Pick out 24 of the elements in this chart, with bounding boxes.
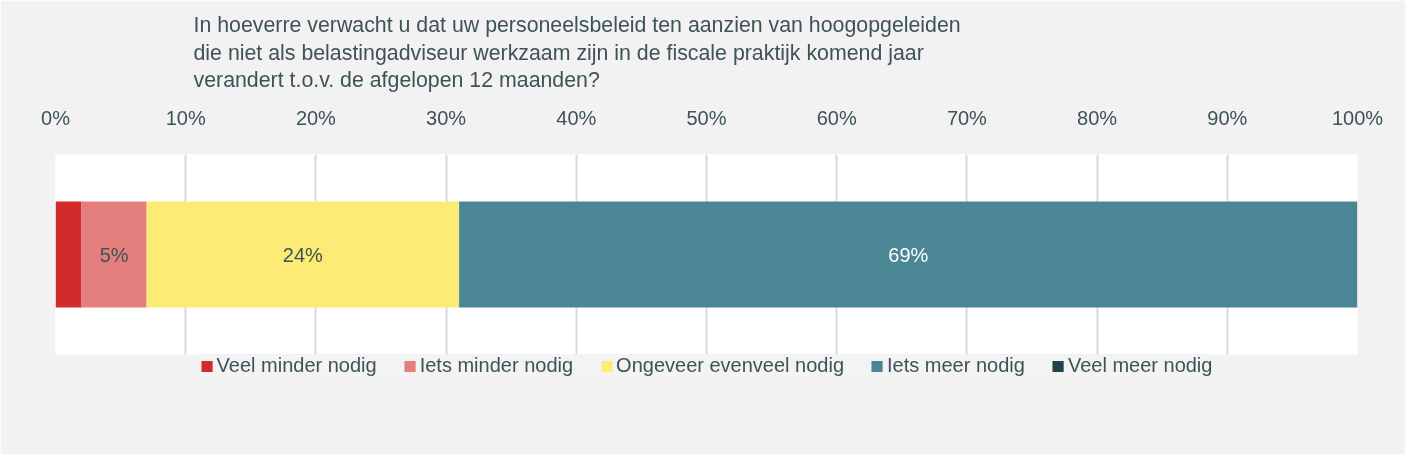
- legend-label: Iets minder nodig: [419, 354, 574, 377]
- x-tick-label: 10%: [165, 106, 206, 129]
- bar: [81, 201, 147, 308]
- data-label: 69%: [888, 243, 929, 266]
- x-tick-label: 40%: [556, 106, 597, 129]
- x-tick-label: 60%: [816, 106, 857, 129]
- x-tick-label: 90%: [1207, 106, 1248, 129]
- x-tick-label: 100%: [1331, 106, 1384, 129]
- x-tick-label: 80%: [1077, 106, 1118, 129]
- legend-label: Veel meer nodig: [1067, 354, 1213, 377]
- data-label: 24%: [282, 243, 324, 266]
- legend-label: Veel minder nodig: [216, 354, 377, 377]
- x-tick-label: 70%: [946, 106, 988, 129]
- legend-label: Ongeveer evenveel nodig: [616, 354, 845, 377]
- chart-title: In hoeverre verwacht u dat uw personeelsbeleid ten aanzien van hoogopgeleiden die niet als belastingadviseur werkzaam zijn in de fiscale praktijk komend jaar verandert t.o.v. de afgelopen 12 maanden?: [193, 13, 961, 93]
- bar: [459, 201, 1358, 308]
- legend-label: Iets meer nodig: [887, 354, 1025, 377]
- x-tick-label: 0%: [41, 106, 71, 129]
- bar: [55, 201, 82, 308]
- x-tick-label: 30%: [426, 106, 467, 129]
- bar: [146, 201, 460, 308]
- data-label: 5%: [99, 243, 129, 266]
- x-tick-label: 20%: [295, 106, 337, 129]
- x-tick-label: 50%: [686, 106, 727, 129]
